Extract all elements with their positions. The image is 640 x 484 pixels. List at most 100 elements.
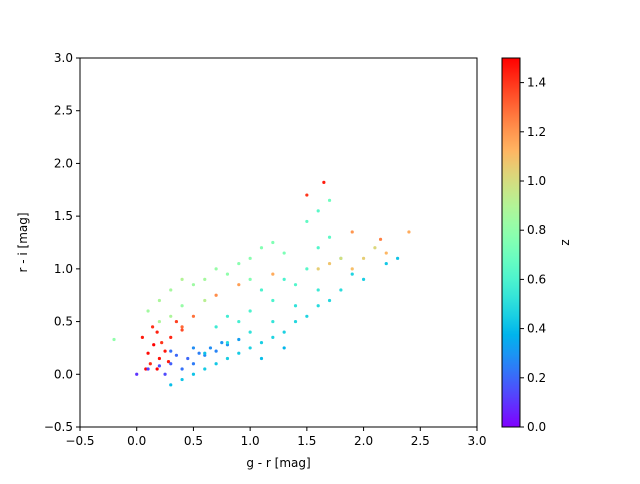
point	[180, 304, 184, 308]
point	[225, 272, 230, 276]
point	[237, 261, 241, 266]
point	[293, 304, 298, 308]
point	[361, 277, 366, 281]
point	[225, 314, 230, 318]
point	[146, 309, 150, 313]
point	[208, 346, 213, 350]
point	[146, 351, 150, 355]
point	[293, 319, 298, 324]
point	[144, 367, 148, 371]
point	[220, 341, 224, 345]
point	[214, 267, 218, 271]
y-tick-label: −0.5	[44, 420, 73, 434]
point	[327, 198, 332, 202]
point	[180, 325, 184, 329]
point	[155, 367, 159, 371]
y-tick-label: 0.0	[54, 367, 73, 381]
point	[305, 193, 309, 197]
point	[225, 356, 230, 361]
point	[163, 372, 167, 376]
point	[327, 261, 332, 266]
x-tick-label: 1.0	[241, 434, 260, 448]
y-axis-label: r - i [mag]	[16, 212, 30, 272]
point	[327, 298, 332, 303]
colorbar-tick-label: 0.4	[527, 322, 546, 336]
point	[180, 367, 184, 371]
point	[214, 362, 218, 366]
point	[248, 309, 252, 313]
point	[150, 325, 155, 329]
point	[203, 298, 207, 303]
point	[146, 367, 150, 371]
point	[214, 325, 218, 329]
point	[225, 341, 230, 345]
point	[197, 351, 201, 355]
point	[169, 314, 173, 318]
point	[316, 267, 320, 271]
point	[163, 349, 167, 353]
point	[248, 330, 252, 334]
point	[339, 256, 343, 260]
point	[186, 356, 190, 361]
point	[112, 337, 116, 342]
point	[378, 237, 383, 241]
point	[237, 283, 241, 287]
point	[271, 240, 275, 245]
point	[203, 351, 207, 355]
point	[384, 261, 388, 266]
colorbar-tick-label: 0.6	[527, 272, 546, 286]
point	[259, 288, 264, 292]
point	[282, 251, 286, 255]
point	[305, 219, 309, 224]
point	[191, 346, 196, 350]
point	[282, 277, 286, 281]
point	[282, 346, 286, 350]
colorbar-tick-label: 1.2	[527, 125, 546, 139]
y-tick-label: 0.5	[54, 315, 73, 329]
points	[112, 180, 411, 387]
point	[155, 330, 159, 334]
point	[259, 341, 264, 345]
point	[180, 377, 184, 382]
point	[157, 356, 161, 361]
point	[191, 283, 196, 287]
point	[305, 314, 309, 318]
point	[152, 343, 156, 347]
colorbar-tick-label: 0.2	[527, 371, 546, 385]
y-tick-label: 1.0	[54, 262, 73, 276]
point	[271, 319, 275, 324]
point	[271, 298, 275, 303]
x-tick-label: 1.5	[297, 434, 316, 448]
point	[316, 288, 320, 292]
point	[237, 337, 241, 342]
x-tick-label: 2.0	[354, 434, 373, 448]
point	[174, 319, 179, 324]
point	[237, 319, 241, 324]
point	[157, 364, 161, 368]
point	[350, 272, 354, 276]
point	[169, 383, 173, 387]
point	[203, 367, 207, 371]
point	[191, 314, 196, 318]
y-tick-label: 2.0	[54, 156, 73, 170]
y-tick-label: 3.0	[54, 51, 73, 65]
point	[214, 349, 218, 353]
point	[316, 209, 320, 213]
x-tick-label: 3.0	[467, 434, 486, 448]
point	[316, 246, 320, 250]
point	[361, 256, 366, 260]
point	[271, 335, 275, 339]
colorbar-tick-label: 1.4	[527, 76, 546, 90]
point	[396, 256, 400, 260]
point	[174, 353, 179, 357]
point	[180, 328, 184, 332]
colorbar-tick-label: 1.0	[527, 174, 546, 188]
point	[166, 360, 171, 364]
point	[169, 335, 173, 339]
point	[271, 272, 275, 276]
point	[248, 346, 252, 350]
x-tick-label: 2.5	[411, 434, 430, 448]
colorbar	[501, 57, 521, 428]
point	[384, 251, 388, 255]
